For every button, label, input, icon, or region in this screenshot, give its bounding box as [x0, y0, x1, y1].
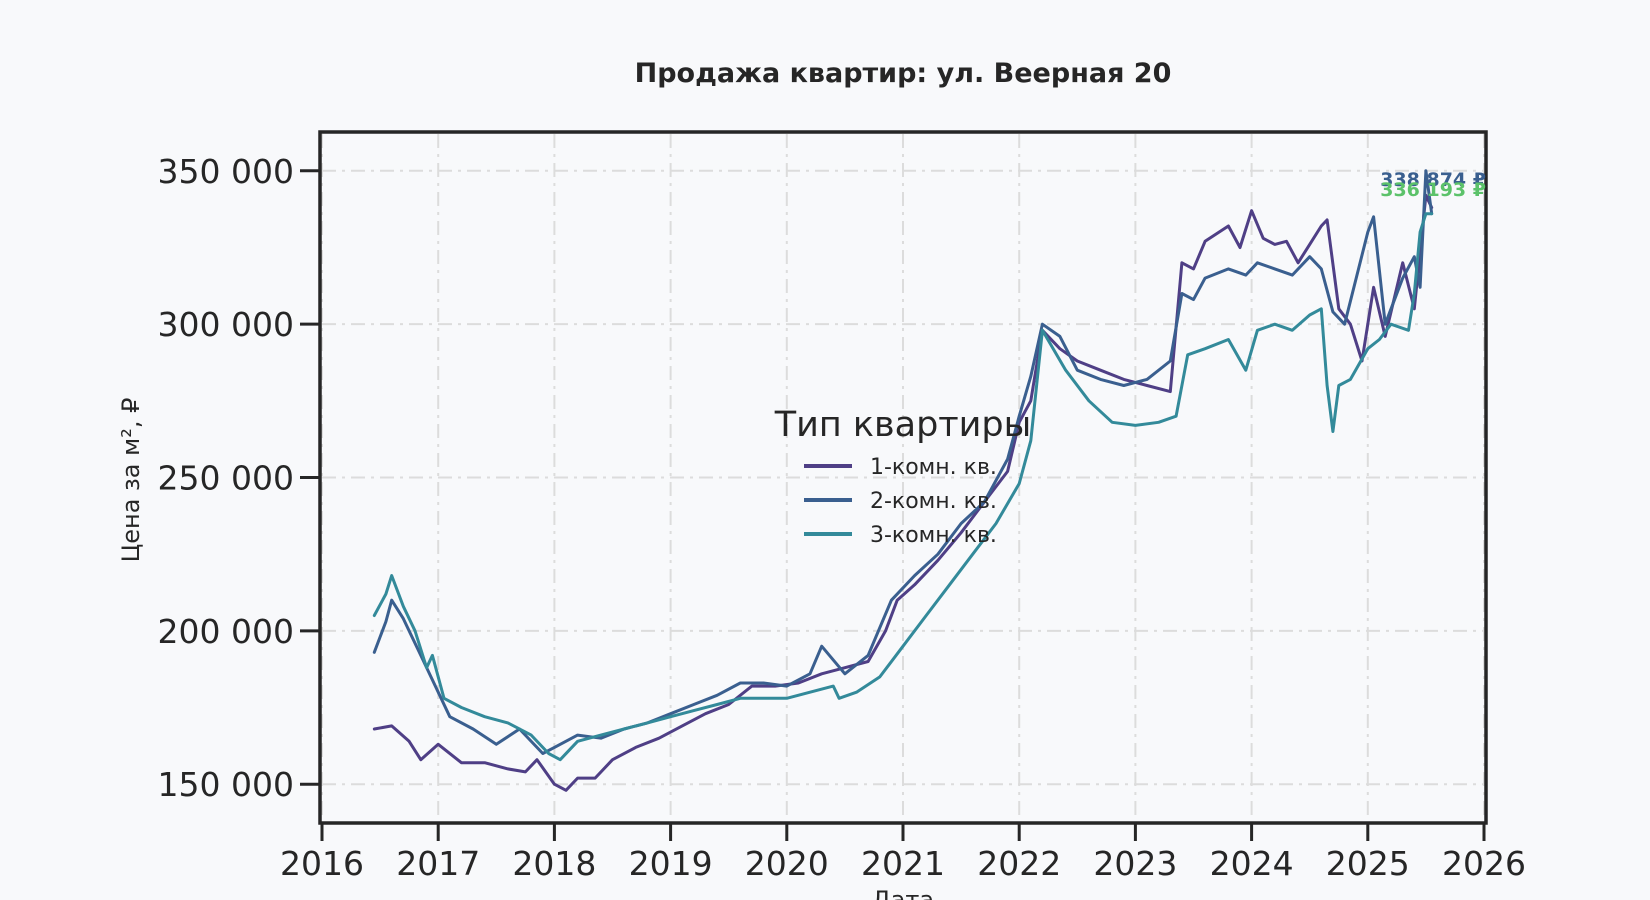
x-axis: 2016 2017 2018 2019 2020 2021 2022 2023 2024 2025…	[280, 823, 1526, 883]
x-tick-label: 2025	[1326, 844, 1410, 883]
y-axis: 150 000 200 000 250 000 300 000 350 000	[158, 152, 320, 804]
x-tick-label: 2021	[861, 844, 945, 883]
x-tick-label: 2024	[1210, 844, 1294, 883]
x-tick-label: 2017	[396, 844, 480, 883]
legend-title: Тип квартиры	[774, 405, 1032, 445]
legend-label: 3-комн. кв.	[870, 523, 997, 548]
legend: Тип квартиры 1-комн. кв. 2-комн. кв. 3-ком…	[774, 405, 1032, 548]
last-value-label: 338 874 ₽	[1380, 169, 1486, 191]
last-value-labels: 338 874 ₽336 193 ₽	[1380, 169, 1486, 201]
series-line-2	[372, 169, 1434, 755]
x-tick-label: 2016	[280, 844, 364, 883]
legend-label: 2-комн. кв.	[870, 489, 997, 514]
x-axis-label: Дата	[872, 886, 934, 900]
series-line-3	[372, 212, 1434, 762]
x-tick-label: 2020	[745, 844, 829, 883]
x-tick-label: 2018	[512, 844, 596, 883]
y-tick-label: 300 000	[158, 305, 294, 344]
x-tick-label: 2026	[1442, 844, 1526, 883]
y-tick-label: 350 000	[158, 152, 294, 191]
x-tick-label: 2023	[1093, 844, 1177, 883]
y-tick-label: 200 000	[158, 612, 294, 651]
legend-label: 1-комн. кв.	[870, 455, 997, 480]
x-tick-label: 2019	[629, 844, 713, 883]
grid	[321, 134, 1485, 821]
last-value-label: 336 193 ₽	[1380, 179, 1486, 201]
x-tick-label: 2022	[977, 844, 1061, 883]
chart-title: Продажа квартир: ул. Веерная 20	[635, 58, 1172, 89]
y-axis-label: Цена за м², ₽	[117, 398, 145, 563]
series-lines	[372, 169, 1434, 792]
y-tick-label: 250 000	[158, 459, 294, 498]
y-tick-label: 150 000	[158, 765, 294, 804]
series-line-1	[372, 193, 1434, 792]
